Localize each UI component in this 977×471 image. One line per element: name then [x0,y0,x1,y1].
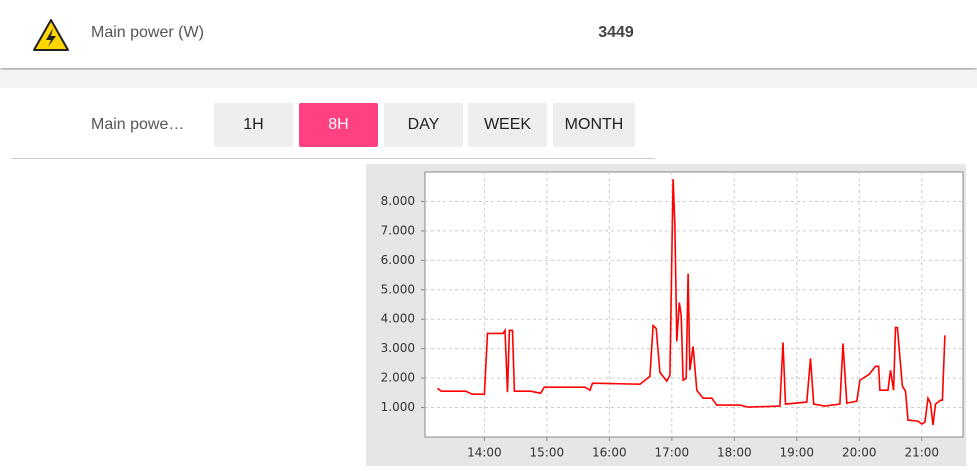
y-tick-label: 7.000 [381,223,415,237]
range-button[interactable]: WEEK [468,103,547,147]
warning-icon [33,19,69,51]
x-tick-label: 20:00 [842,446,877,460]
y-tick-label: 5.000 [381,282,415,296]
y-tick-label: 2.000 [381,371,415,385]
range-button[interactable]: 1H [214,103,293,147]
x-tick-label: 21:00 [904,446,939,460]
plot-area [424,171,964,438]
tabs-label: Main powe… [91,116,185,133]
power-value: 3449 [598,24,634,41]
chart: 1.000 2.000 3.000 4.000 5.000 6.000 7.000 8.000… [366,164,966,466]
y-tick-label: 8.000 [381,194,415,208]
power-card: Main power (W) 3449 [0,0,977,68]
separator [11,158,655,159]
y-tick-label: 1.000 [381,400,415,414]
range-button[interactable]: DAY [384,103,463,147]
x-tick-label: 16:00 [592,446,627,460]
data-line [436,179,946,426]
x-tick-label: 17:00 [655,446,690,460]
range-button[interactable]: 8H [299,103,378,147]
x-tick-label: 19:00 [779,446,814,460]
y-tick-label: 4.000 [381,312,415,326]
y-tick-label: 3.000 [381,341,415,355]
spacer [0,70,977,88]
x-tick-label: 15:00 [530,446,565,460]
y-tick-label: 6.000 [381,253,415,267]
x-tick-label: 18:00 [717,446,752,460]
range-button[interactable]: MONTH [553,103,635,147]
x-tick-label: 14:00 [467,446,502,460]
power-label: Main power (W) [91,24,204,41]
